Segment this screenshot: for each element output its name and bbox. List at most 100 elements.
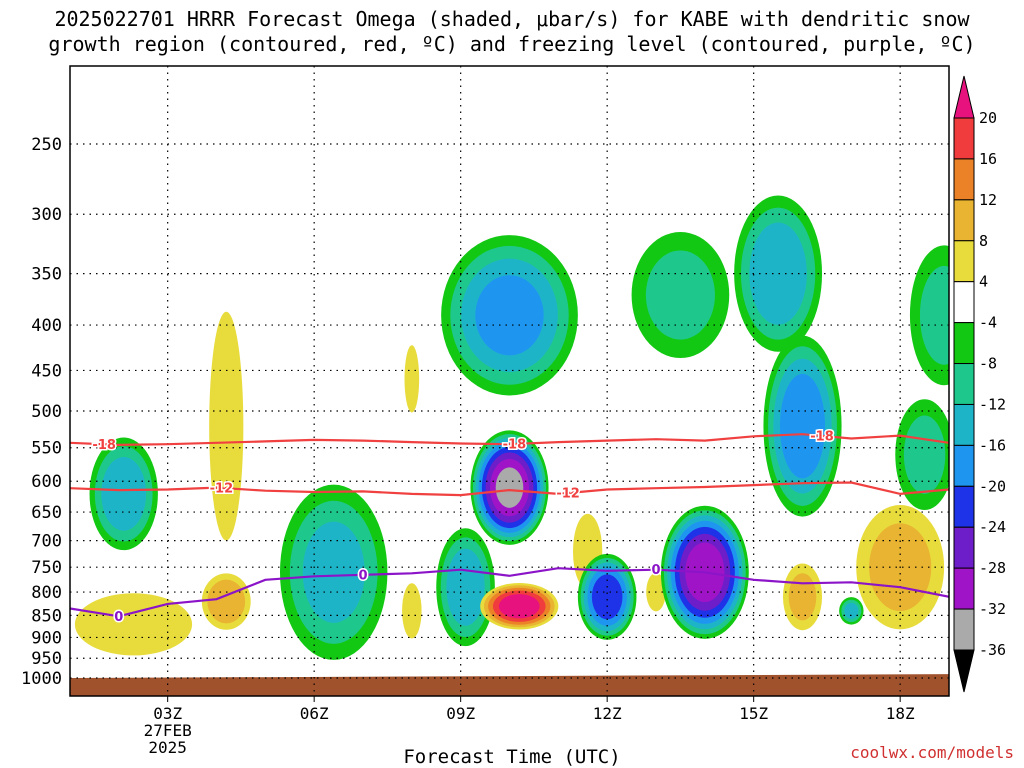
colorbar-segment <box>953 485 975 528</box>
isotherm-label: 0 <box>114 610 123 625</box>
colorbar-label: -4 <box>979 314 997 332</box>
omega-cell-13 <box>631 231 730 359</box>
x-axis-title: Forecast Time (UTC) <box>403 746 621 768</box>
colorbar-segment <box>953 567 975 610</box>
omega-cell-3 <box>201 573 251 630</box>
colorbar-top-arrow <box>953 75 975 119</box>
omega-cell-10 <box>480 582 559 630</box>
isotherm-label: -18 <box>92 438 116 453</box>
omega-contour <box>74 593 193 656</box>
x-tick-label: 18Z <box>886 704 915 723</box>
omega-cell-22 <box>895 399 949 511</box>
isotherm-label: -18 <box>503 437 527 452</box>
isotherm-label: -12 <box>210 481 234 496</box>
y-tick-label: 1000 <box>21 669 62 689</box>
colorbar-label: -32 <box>979 600 1006 618</box>
y-tick-label: 900 <box>31 628 62 648</box>
isotherm-label: -18 <box>810 429 834 444</box>
omega-cell-4 <box>279 484 388 660</box>
isotherm-0 <box>70 567 949 618</box>
omega-contour <box>788 573 817 621</box>
omega-cell-7 <box>436 528 495 647</box>
omega-contour <box>404 345 420 413</box>
colorbar-label: -24 <box>979 518 1006 536</box>
y-tick-label: 750 <box>31 558 62 578</box>
colorbar-segment <box>953 444 975 487</box>
colorbar-label: -28 <box>979 559 1006 577</box>
y-tick-label: 700 <box>31 532 62 552</box>
colorbar-segment <box>953 158 975 201</box>
omega-contour <box>209 311 244 541</box>
credit-text: coolwx.com/models <box>850 743 1014 762</box>
omega-contour <box>475 275 544 356</box>
colorbar-segment <box>953 608 975 651</box>
colorbar-segment <box>953 117 975 160</box>
isotherm-label: 0 <box>358 568 367 583</box>
colorbar-label: 20 <box>979 109 997 127</box>
colorbar-segment <box>953 281 975 324</box>
x-tick-label: 2025 <box>148 738 187 757</box>
y-tick-label: 800 <box>31 583 62 603</box>
isotherm-label: -12 <box>556 486 580 501</box>
x-tick-label: 06Z <box>300 704 329 723</box>
omega-cell-12 <box>577 553 637 640</box>
omega-cell-21 <box>909 245 949 386</box>
y-tick-label: 950 <box>31 649 62 669</box>
omega-contour <box>101 456 147 531</box>
colorbar-label: -16 <box>979 436 1006 454</box>
colorbar-segment <box>953 240 975 283</box>
omega-cell-5 <box>402 583 422 639</box>
colorbar-label: 16 <box>979 150 997 168</box>
omega-cell-19 <box>839 597 864 625</box>
y-tick-label: 450 <box>31 361 62 381</box>
chart-title-line1: 2025022701 HRRR Forecast Omega (shaded, … <box>54 7 970 31</box>
omega-contour <box>402 583 422 639</box>
omega-contour <box>779 373 826 479</box>
colorbar-segment <box>953 322 975 365</box>
colorbar-label: 12 <box>979 191 997 209</box>
omega-contour <box>903 415 946 494</box>
y-tick-label: 350 <box>31 265 62 285</box>
omega-contour <box>495 467 524 508</box>
omega-contour <box>498 594 540 619</box>
colorbar-label: -20 <box>979 477 1006 495</box>
colorbar-label: 8 <box>979 232 988 250</box>
omega-contour <box>446 548 485 626</box>
omega-contour <box>749 222 807 325</box>
omega-cell-18 <box>782 563 823 631</box>
colorbar-segment <box>953 199 975 242</box>
omega-contour <box>645 250 715 340</box>
omega-contour <box>302 521 365 623</box>
terrain-surface <box>70 674 949 696</box>
y-tick-label: 850 <box>31 606 62 626</box>
omega-contour <box>844 602 859 619</box>
colorbar-segment <box>953 526 975 569</box>
y-tick-label: 400 <box>31 316 62 336</box>
omega-cell-2 <box>209 311 244 541</box>
x-tick-label: 09Z <box>446 704 475 723</box>
omega-cell-16 <box>734 195 823 352</box>
omega-contour <box>591 574 623 620</box>
omega-contour <box>919 265 949 365</box>
isotherm--18 <box>70 433 949 447</box>
omega-cell-6 <box>404 345 420 413</box>
isotherm--12 <box>70 481 949 497</box>
x-tick-label: 03Z <box>153 704 182 723</box>
colorbar-segment <box>953 403 975 446</box>
y-tick-label: 500 <box>31 402 62 422</box>
omega-cell-17 <box>763 335 842 517</box>
chart-title-line2: growth region (contoured, red, ºC) and f… <box>48 32 976 56</box>
x-tick-label: 15Z <box>739 704 768 723</box>
colorbar-bottom-arrow <box>953 649 975 693</box>
colorbar-label: 4 <box>979 273 988 291</box>
y-tick-label: 550 <box>31 439 62 459</box>
colorbar-label: -12 <box>979 395 1006 413</box>
omega-cell-8 <box>441 235 578 396</box>
omega-cell-0 <box>89 437 158 551</box>
plot-frame <box>69 65 950 697</box>
omega-cell-1 <box>74 593 193 656</box>
x-tick-label: 27FEB <box>144 721 192 740</box>
y-tick-label: 650 <box>31 503 62 523</box>
y-tick-label: 250 <box>31 135 62 155</box>
y-tick-label: 600 <box>31 472 62 492</box>
